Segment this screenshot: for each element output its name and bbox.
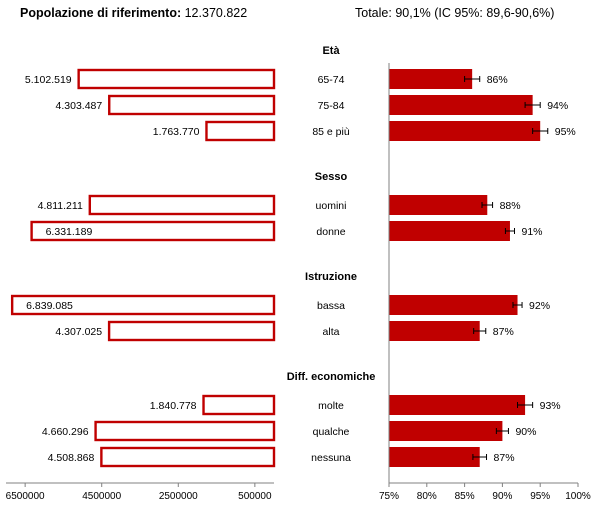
percent-bar [389,69,473,89]
category-label: donne [316,226,345,238]
percent-label: 87% [493,326,514,338]
category-label: qualche [313,426,350,438]
total-header: Totale: 90,1% (IC 95%: 89,6-90,6%) [355,6,554,20]
total-value: 90,1% (IC 95%: 89,6-90,6%) [395,6,555,20]
category-label: 65-74 [318,74,345,86]
total-label: Totale: [355,6,392,20]
percent-label: 94% [547,100,568,112]
population-label: 4.303.487 [56,100,103,112]
category-label: bassa [317,300,345,312]
percent-label: 90% [515,426,536,438]
population-bar [88,194,276,216]
percent-label: 88% [500,200,521,212]
population-bar [77,68,276,90]
population-label: 4.660.296 [42,426,89,438]
right-axis-tick-label: 95% [530,491,550,502]
population-label: 4.508.868 [48,452,95,464]
population-label: 4.307.025 [55,326,102,338]
left-axis-tick-label: 2500000 [159,491,198,502]
population-bar [205,120,276,142]
population-bar [30,220,276,242]
percent-bar [389,421,503,441]
percent-bar [389,295,518,315]
population-bar [107,320,276,342]
population-bar [202,394,276,416]
group-title: Età [322,45,340,57]
population-label: Popolazione di riferimento: [20,6,182,20]
group-title: Diff. economiche [287,371,376,383]
category-label: nessuna [311,452,351,464]
percent-bar [389,95,533,115]
population-bar [108,94,276,116]
left-axis-tick-label: 4500000 [82,491,121,502]
right-axis-tick-label: 90% [492,491,512,502]
category-label: alta [323,326,340,338]
right-axis-tick-label: 100% [565,491,591,502]
population-label: 5.102.519 [25,74,72,86]
percent-label: 92% [529,300,550,312]
population-label: 1.763.770 [153,126,200,138]
percent-label: 87% [494,452,515,464]
population-header: Popolazione di riferimento: 12.370.822 [20,6,247,20]
population-label: 6.331.189 [46,226,93,238]
population-value: 12.370.822 [184,6,248,20]
percent-bar [389,321,480,341]
population-label: 1.840.778 [150,400,197,412]
percent-label: 86% [487,74,508,86]
left-axis-tick-label: 500000 [238,491,272,502]
category-label: 75-84 [318,100,345,112]
percent-label: 91% [521,226,542,238]
group-title: Sesso [315,171,348,183]
percent-label: 93% [540,400,561,412]
population-bar [100,446,276,468]
population-label: 4.811.211 [38,200,83,212]
category-label: uomini [316,200,347,212]
category-label: molte [318,400,344,412]
percent-bar [389,221,510,241]
population-bar [10,294,276,316]
right-axis-tick-label: 75% [379,491,399,502]
population-bar [94,420,276,442]
left-axis-tick-label: 6500000 [6,491,45,502]
percent-bar [389,121,541,141]
population-label: 6.839.085 [26,300,73,312]
percent-bar [389,395,526,415]
percent-label: 95% [555,126,576,138]
right-axis-tick-label: 80% [417,491,437,502]
right-axis-tick-label: 85% [455,491,475,502]
percent-bar [389,447,480,467]
group-title: Istruzione [305,271,357,283]
percent-bar [389,195,488,215]
category-label: 85 e più [312,126,350,138]
